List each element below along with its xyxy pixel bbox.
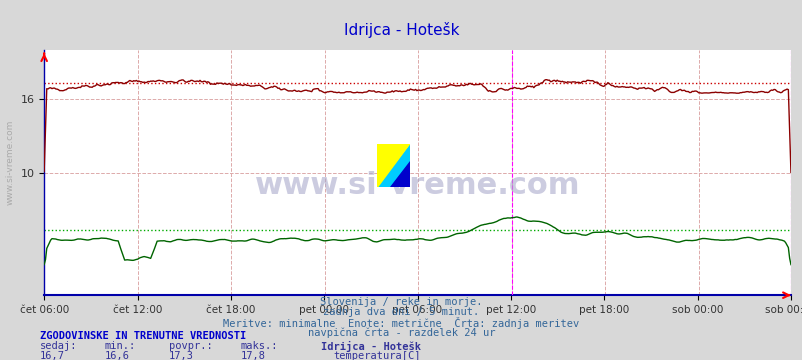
Polygon shape	[377, 144, 409, 187]
Text: www.si-vreme.com: www.si-vreme.com	[5, 119, 14, 205]
Text: Idrijca - Hotešk: Idrijca - Hotešk	[343, 22, 459, 37]
Text: povpr.:: povpr.:	[168, 341, 212, 351]
Text: 17,8: 17,8	[241, 351, 265, 360]
Text: www.si-vreme.com: www.si-vreme.com	[254, 171, 580, 199]
Text: 17,3: 17,3	[168, 351, 193, 360]
Text: ZGODOVINSKE IN TRENUTNE VREDNOSTI: ZGODOVINSKE IN TRENUTNE VREDNOSTI	[40, 331, 246, 341]
Text: 16,6: 16,6	[104, 351, 129, 360]
Text: 16,7: 16,7	[40, 351, 65, 360]
Text: Meritve: minimalne  Enote: metrične  Črta: zadnja meritev: Meritve: minimalne Enote: metrične Črta:…	[223, 317, 579, 329]
Text: Idrijca - Hotešk: Idrijca - Hotešk	[321, 341, 421, 352]
Text: sedaj:: sedaj:	[40, 341, 78, 351]
Text: maks.:: maks.:	[241, 341, 278, 351]
Polygon shape	[377, 144, 409, 187]
Polygon shape	[390, 161, 409, 187]
Text: navpična črta - razdelek 24 ur: navpična črta - razdelek 24 ur	[307, 327, 495, 338]
Text: Slovenija / reke in morje.: Slovenija / reke in morje.	[320, 297, 482, 307]
Text: min.:: min.:	[104, 341, 136, 351]
Text: zadnja dva dni / 5 minut.: zadnja dva dni / 5 minut.	[323, 307, 479, 317]
Text: temperatura[C]: temperatura[C]	[333, 351, 420, 360]
